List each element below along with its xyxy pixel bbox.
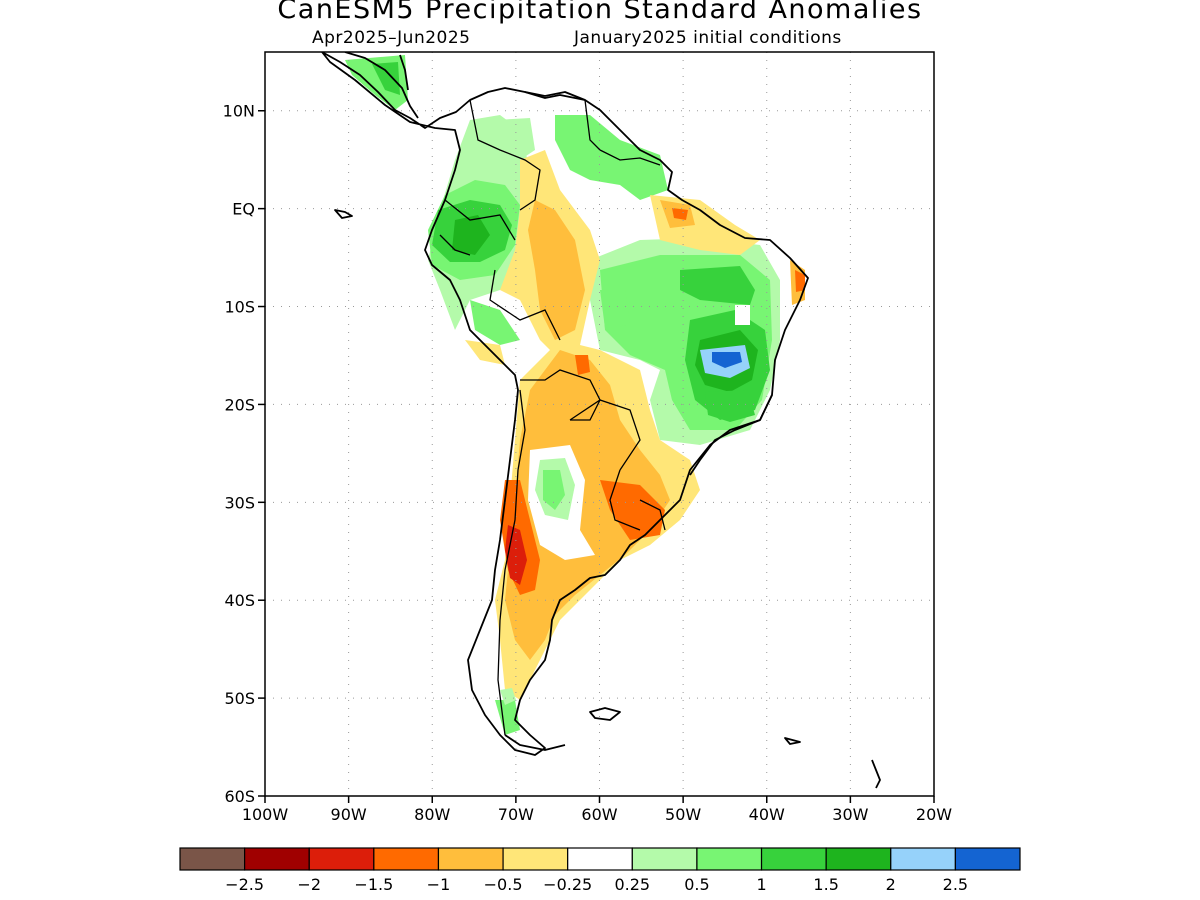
colorbar-label: −0.25 <box>543 875 592 894</box>
anomaly-region-amazon-dry-band-strong <box>528 200 585 340</box>
colorbar-swatch <box>308 847 375 871</box>
colorbar-swatch <box>437 847 504 871</box>
anomaly-region-guianas-light <box>495 118 535 160</box>
colorbar-label: −2.5 <box>225 875 264 894</box>
anomaly-region-ne-coast-deficit <box>795 270 805 292</box>
lon-tick-label: 90W <box>331 805 367 824</box>
colorbar-label: 2 <box>886 875 896 894</box>
latitude-axis: 10N EQ 10S 20S 30S 40S 50S 60S <box>223 102 265 806</box>
colorbar-label: 2.5 <box>943 875 968 894</box>
colorbar-swatch <box>502 847 569 871</box>
brazil-uruguay-border <box>639 499 666 531</box>
colorbar-swatch <box>631 847 698 871</box>
lat-tick-label: 40S <box>224 591 255 610</box>
lon-tick-label: 70W <box>498 805 534 824</box>
anomaly-region-bolivia-peru <box>470 300 520 345</box>
colorbar: −2.5 −2 −1.5 −1 −0.5 −0.25 0.25 0.5 1 1.5 2 2.5 <box>179 847 1021 894</box>
anomaly-region-west-brazil <box>600 290 630 328</box>
anomaly-region-uruguay-deficit <box>600 480 665 540</box>
anomaly-region-peru-coast-dry <box>465 340 505 365</box>
southeast-brazil-coastline <box>689 394 773 476</box>
colorbar-swatch <box>954 847 1021 871</box>
colorbar-swatch <box>696 847 763 871</box>
colorbar-swatch <box>373 847 440 871</box>
anomaly-region-amazon-mouth-deficit <box>672 208 688 220</box>
tierra-del-fuego-coastline <box>504 734 566 751</box>
anomaly-region-se-brazil-strong <box>705 390 755 422</box>
lon-tick-label: 100W <box>242 805 289 824</box>
galapagos-islands <box>334 209 353 219</box>
colorbar-label: −1.5 <box>354 875 393 894</box>
initial-conditions: January2025 initial conditions <box>574 28 842 48</box>
lat-tick-label: 60S <box>224 787 255 806</box>
guianas-borders <box>599 149 661 166</box>
central-america-coastline <box>344 52 419 119</box>
colombia-peru-border <box>444 199 516 241</box>
paraguay-border <box>569 399 641 471</box>
colorbar-swatch <box>244 847 310 871</box>
colorbar-swatch <box>825 847 892 871</box>
south-sandwich-islands <box>871 759 881 789</box>
anomaly-region-brazil-strong <box>680 266 755 305</box>
colorbar-label: −2 <box>297 875 321 894</box>
peru-brazil-border <box>489 269 561 341</box>
colorbar-swatch <box>890 847 956 871</box>
anomaly-region-paraguay-deficit <box>575 355 590 375</box>
argentina-uruguay-border <box>609 469 641 531</box>
anomaly-region-guianas <box>555 115 668 200</box>
national-borders <box>439 99 666 736</box>
colorbar-label: −1 <box>427 875 451 894</box>
lon-tick-label: 60W <box>581 805 617 824</box>
lat-tick-label: 50S <box>224 689 255 708</box>
colorbar-label: 1.5 <box>813 875 838 894</box>
ecuador-peru-border <box>439 234 471 256</box>
colorbar-label: −0.5 <box>484 875 523 894</box>
lon-tick-label: 50W <box>665 805 701 824</box>
anomaly-region-patagonia-wet-light <box>500 688 516 705</box>
colorbar-swatch <box>760 847 827 871</box>
lon-tick-label: 80W <box>414 805 450 824</box>
south-america-coastline <box>321 52 809 756</box>
lon-tick-label: 20W <box>916 805 952 824</box>
falkland-islands-coastline <box>589 707 621 721</box>
colorbar-label: 0.25 <box>614 875 650 894</box>
coastline <box>321 52 881 789</box>
colorbar-swatch <box>567 847 633 871</box>
bolivia-border <box>520 369 601 421</box>
lat-tick-label: EQ <box>232 200 255 219</box>
lat-tick-label: 30S <box>224 493 255 512</box>
anomaly-region-central-america-strong <box>372 62 400 95</box>
map-title: CanESM5 Precipitation Standard Anomalies <box>277 0 923 25</box>
lon-tick-label: 40W <box>749 805 785 824</box>
anomaly-region-central-brazil-extreme <box>712 352 742 368</box>
venezuela-guyana-border <box>584 99 601 151</box>
colorbar-swatch <box>179 847 246 871</box>
anomaly-region-masked-cell <box>735 305 750 325</box>
colorbar-label: 1 <box>756 875 766 894</box>
lat-tick-label: 10N <box>223 102 255 121</box>
colorbar-label: 0.5 <box>684 875 709 894</box>
longitude-axis: 100W 90W 80W 70W 60W 50W 40W 30W 20W <box>242 796 952 824</box>
anomaly-region-central-argentina-wet-strong <box>543 470 565 510</box>
anomaly-region-southern-dry <box>505 350 670 660</box>
chile-argentina-border <box>497 389 526 736</box>
lat-tick-label: 10S <box>224 298 255 317</box>
colombia-venezuela-border <box>469 99 541 211</box>
anomaly-region-nw-amazon-max <box>452 215 490 255</box>
venezuela-coastline <box>524 91 586 101</box>
lat-tick-label: 20S <box>224 395 255 414</box>
lon-tick-label: 30W <box>832 805 868 824</box>
caribbean-coastline <box>399 54 409 91</box>
anomaly-shading <box>345 55 805 735</box>
south-georgia-coastline <box>784 737 801 745</box>
forecast-period: Apr2025–Jun2025 <box>312 28 471 48</box>
